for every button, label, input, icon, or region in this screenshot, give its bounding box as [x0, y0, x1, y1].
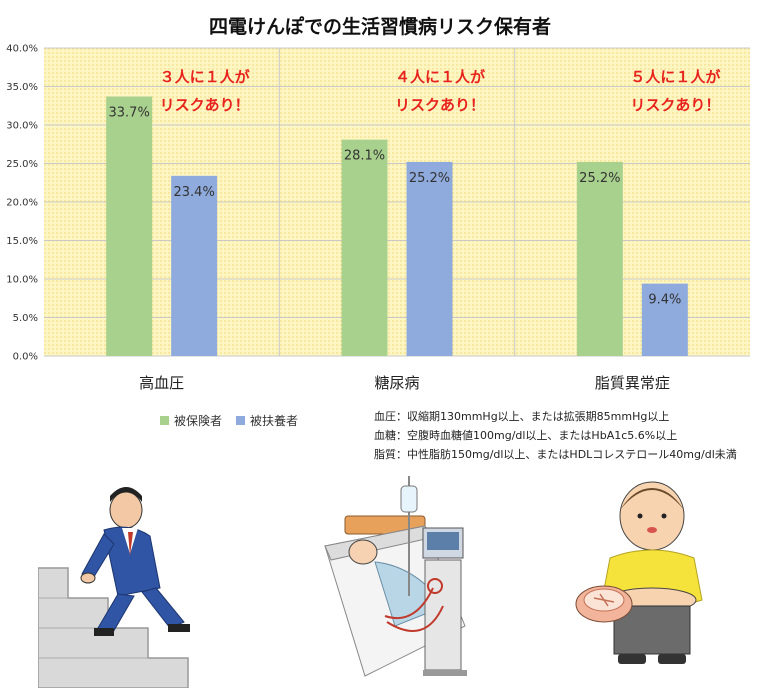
- overweight-child-illustration: [575, 481, 703, 664]
- category-label: 高血圧: [139, 374, 184, 392]
- note-lipids: 脂質：中性脂肪150mg/dl以上、またはHDLコレステロール40mg/dl未満: [374, 448, 737, 461]
- y-tick-label: 30.0%: [6, 121, 38, 132]
- callout-line2: リスクあり！: [160, 96, 250, 114]
- callout-line2: リスクあり！: [395, 96, 485, 114]
- bar-insured: [576, 161, 623, 356]
- value-label: 25.2%: [409, 171, 450, 186]
- bar-chart: 0.0% 5.0% 10.0% 15.0% 20.0% 25.0% 30.0% 35.0% 40…: [6, 44, 750, 392]
- criteria-notes: 血圧：収縮期130mmHg以上、または拡張期85mmHg以上 血糖：空腹時血糖値…: [374, 407, 737, 464]
- bar-dependent: [406, 161, 453, 356]
- value-label: 33.7%: [109, 106, 150, 121]
- value-label: 9.4%: [648, 293, 681, 308]
- y-tick-label: 35.0%: [6, 82, 38, 93]
- y-tick-label: 10.0%: [6, 275, 38, 286]
- y-tick-label: 25.0%: [6, 159, 38, 170]
- category-label: 脂質異常症: [595, 374, 670, 392]
- callout-line1: ４人に１人が: [395, 68, 486, 86]
- value-label: 28.1%: [344, 149, 385, 164]
- legend-swatch-insured: [160, 416, 169, 425]
- legend-item-dependent: 被扶養者: [236, 412, 298, 429]
- callout-line1: ３人に１人が: [160, 68, 251, 86]
- bar-dependent: [171, 175, 218, 356]
- y-tick-label: 40.0%: [6, 44, 38, 55]
- y-tick-label: 0.0%: [13, 352, 38, 363]
- man-climbing-stairs-illustration: [38, 487, 190, 688]
- note-blood-pressure: 血圧：収縮期130mmHg以上、または拡張期85mmHg以上: [374, 410, 670, 423]
- bar-dependent: [641, 283, 688, 356]
- legend-label-insured: 被保険者: [174, 414, 223, 428]
- bar-insured: [341, 139, 388, 356]
- y-tick-label: 20.0%: [6, 198, 38, 209]
- legend-label-dependent: 被扶養者: [250, 414, 299, 428]
- callout-line2: リスクあり！: [630, 96, 720, 114]
- legend-swatch-dependent: [236, 416, 246, 425]
- chart-title: 四電けんぽでの生活習慣病リスク保有者: [208, 16, 551, 38]
- note-blood-sugar: 血糖：空腹時血糖値100mg/dl以上、またはHbA1c5.6%以上: [374, 429, 678, 442]
- category-label: 糖尿病: [374, 374, 419, 392]
- callout-line1: ５人に１人が: [630, 68, 721, 86]
- legend-item-insured: 被保険者: [160, 412, 222, 429]
- value-label: 23.4%: [174, 185, 215, 200]
- bar-insured: [106, 96, 153, 356]
- dialysis-patient-illustration: [324, 476, 467, 677]
- y-tick-label: 15.0%: [6, 236, 38, 247]
- value-label: 25.2%: [579, 171, 620, 186]
- legend: 被保険者 被扶養者: [160, 412, 298, 429]
- y-tick-label: 5.0%: [13, 313, 38, 324]
